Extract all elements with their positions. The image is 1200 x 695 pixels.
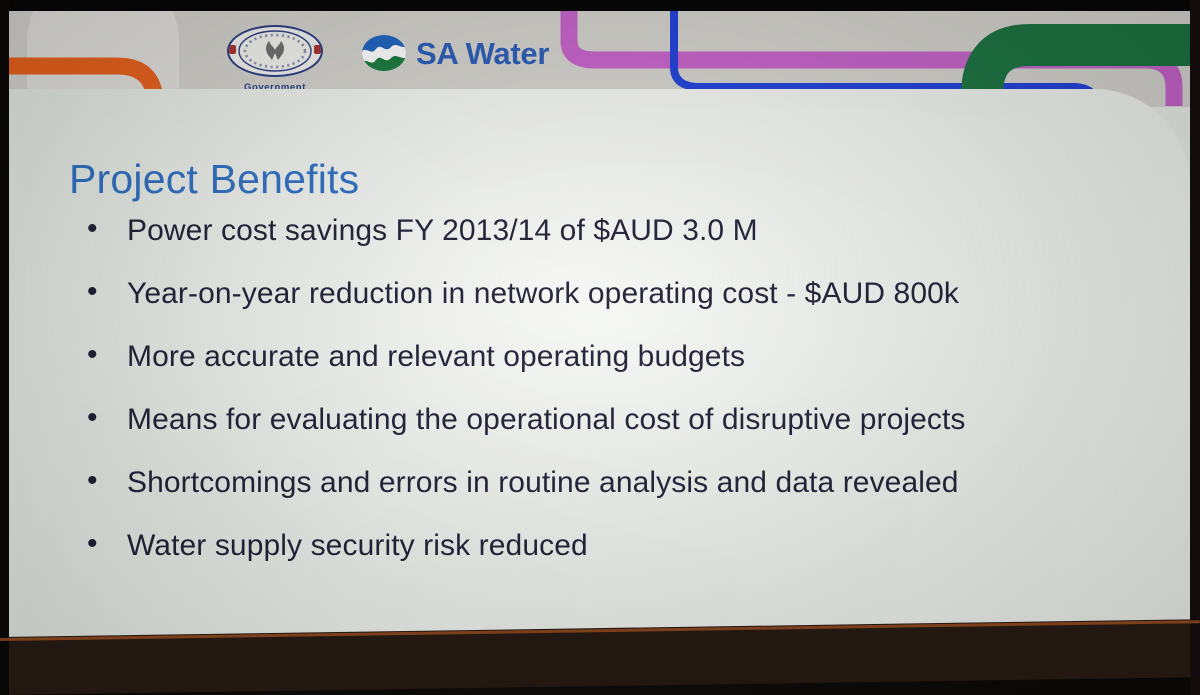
- list-item: • Water supply security risk reduced: [71, 524, 1146, 567]
- bullet-text: Year-on-year reduction in network operat…: [127, 277, 959, 310]
- logo-row: Government of South Australia SA Water: [215, 19, 549, 105]
- bullet-dot-icon: •: [87, 527, 98, 560]
- list-item: • More accurate and relevant operating b…: [71, 335, 1146, 378]
- bullet-dot-icon: •: [87, 275, 98, 308]
- sa-water-wave-mark-icon: [362, 35, 406, 71]
- list-item: • Shortcomings and errors in routine ana…: [71, 461, 1146, 504]
- photo-bezel-top: [0, 0, 1200, 11]
- slide-title: Project Benefits: [69, 156, 360, 203]
- bullet-dot-icon: •: [87, 212, 98, 245]
- benefits-bullet-list: • Power cost savings FY 2013/14 of $AUD …: [71, 209, 1146, 587]
- list-item: • Means for evaluating the operational c…: [71, 398, 1146, 441]
- sa-water-wordmark: SA Water: [416, 35, 550, 71]
- photo-bezel-left: [0, 0, 9, 695]
- magenta-pipe: [560, 11, 1183, 106]
- crest-right-dot: [314, 45, 321, 54]
- photo-bezel-right: [1190, 0, 1200, 695]
- list-item: • Power cost savings FY 2013/14 of $AUD …: [71, 209, 1146, 252]
- list-item: • Year-on-year reduction in network oper…: [71, 272, 1146, 315]
- government-logo-line1: Government: [244, 82, 306, 93]
- crest-piping-shrike-icon: [266, 41, 284, 60]
- sa-water-logo: SA Water: [361, 19, 549, 73]
- presentation-slide: Government of South Australia SA Water: [9, 11, 1190, 641]
- crest-ring-icon: [238, 30, 312, 72]
- bullet-dot-icon: •: [87, 464, 98, 497]
- bullet-text: Means for evaluating the operational cos…: [127, 403, 966, 436]
- crest-left-dot: [229, 45, 236, 54]
- bullet-text: Water supply security risk reduced: [127, 529, 588, 562]
- bullet-text: Shortcomings and errors in routine analy…: [127, 466, 959, 499]
- bullet-dot-icon: •: [87, 401, 98, 434]
- government-of-south-australia-logo: Government of South Australia: [215, 19, 335, 106]
- bullet-text: More accurate and relevant operating bud…: [127, 340, 746, 373]
- bullet-dot-icon: •: [87, 338, 98, 371]
- sa-government-crest-icon: [227, 25, 323, 77]
- bullet-text: Power cost savings FY 2013/14 of $AUD 3.…: [127, 214, 758, 247]
